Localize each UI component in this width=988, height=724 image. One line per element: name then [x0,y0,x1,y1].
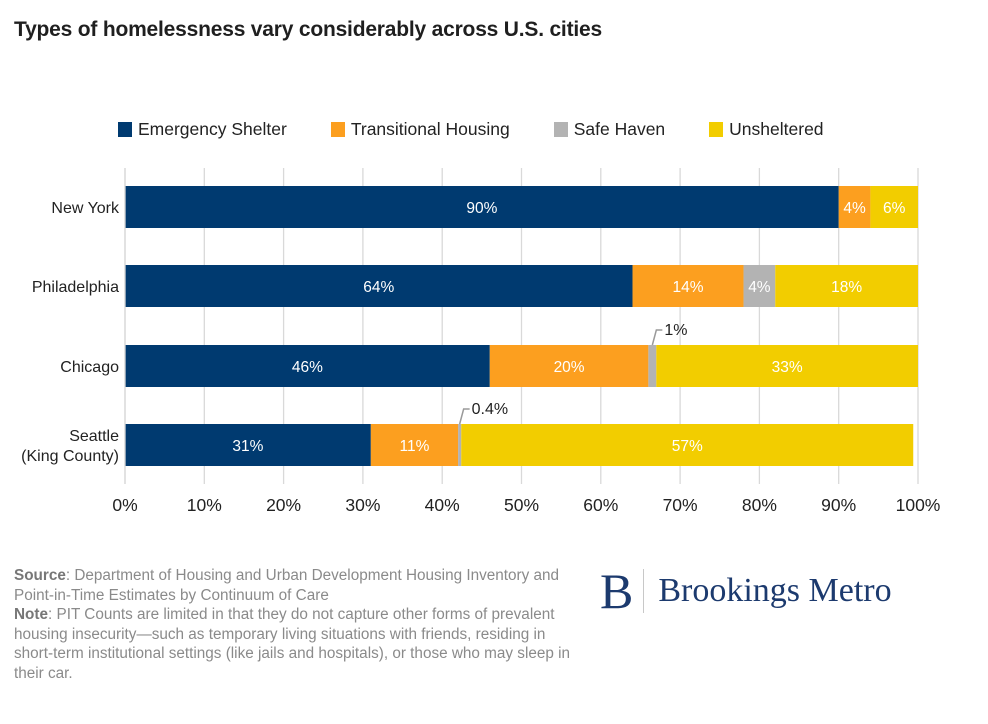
data-label: 57% [672,438,703,455]
data-label: 4% [843,200,866,217]
bar-segment [870,186,918,228]
legend-label: Emergency Shelter [138,119,287,139]
note-label: Note [14,606,48,624]
data-label: 11% [400,438,430,455]
category-label: Philadelphia [32,279,119,296]
legend-item-transitional-housing: Transitional Housing [330,119,510,140]
x-tick-label: 40% [425,495,460,515]
bar-segment [125,424,371,466]
category-label: New York [51,200,120,217]
data-label: 0.4% [472,401,508,418]
note: Note: PIT Counts are limited in that the… [14,605,574,683]
chart-title: Types of homelessness vary considerably … [14,18,602,41]
legend-swatch [330,122,345,137]
stacked-bar-chart: 0% 10% 20% 30% 40% 50% 60% 70% 80% 90% 100% 90% 4% 6%… [21,168,941,515]
data-label: 20% [554,359,585,376]
bar-segment [632,265,744,307]
legend-label: Transitional Housing [350,119,510,139]
bar-segment [125,345,490,387]
source-text: : Department of Housing and Urban Develo… [14,567,560,604]
legend-item-safe-haven: Safe Haven [553,119,666,140]
data-label: 6% [883,200,906,217]
category-label: Seattle [69,428,119,445]
bar-segment [743,265,776,307]
x-tick-label: 50% [504,495,539,515]
x-tick-label: 10% [187,495,222,515]
bar-segment [370,424,459,466]
legend-label: Safe Haven [573,119,666,139]
data-label: 1% [664,322,687,339]
legend-swatch [118,122,132,137]
category-label: Chicago [60,359,119,376]
note-text: : PIT Counts are limited in that they do… [14,606,571,682]
x-tick-label: 0% [112,495,137,515]
callout-leader [651,329,663,346]
source-note: Source: Department of Housing and Urban … [14,566,574,605]
data-label: 64% [363,279,394,296]
legend-swatch [709,122,724,137]
x-tick-label: 80% [742,495,777,515]
footer: Source: Department of Housing and Urban … [14,566,574,684]
x-tick-label: 90% [821,495,856,515]
bar-segment [125,186,839,228]
data-label: 33% [772,359,803,376]
bar-segment [775,265,918,307]
legend-item-emergency-shelter: Emergency Shelter [118,119,287,140]
x-tick-label: 100% [896,495,941,515]
data-label: 18% [831,279,862,296]
callout-leader [458,408,470,425]
x-tick-label: 20% [266,495,301,515]
logo-mark: B [600,563,634,619]
source-label: Source [14,567,66,584]
bar-segment [648,345,657,387]
legend-swatch [553,122,568,137]
legend: Emergency Shelter Transitional Housing S… [118,119,824,140]
legend-label: Unsheltered [729,119,824,139]
category-label: (King County) [21,448,119,465]
data-label: 14% [673,279,704,296]
bar-segment [489,345,649,387]
logo-divider [643,569,645,613]
x-tick-label: 30% [345,495,380,515]
x-tick-label: 60% [583,495,618,515]
bar-segment [461,424,914,466]
bar-segment [838,186,871,228]
logo-text: Brookings Metro [658,572,892,609]
legend-item-unsheltered: Unsheltered [709,119,824,140]
data-label: 90% [466,200,497,217]
data-label: 31% [232,438,263,455]
data-label: 46% [292,359,323,376]
bar-segment [656,345,918,387]
data-label: 4% [748,279,771,296]
x-tick-label: 70% [663,495,698,515]
brookings-metro-logo: B Brookings Metro [600,566,892,616]
bar-segment [458,424,462,466]
bar-segment [125,265,633,307]
